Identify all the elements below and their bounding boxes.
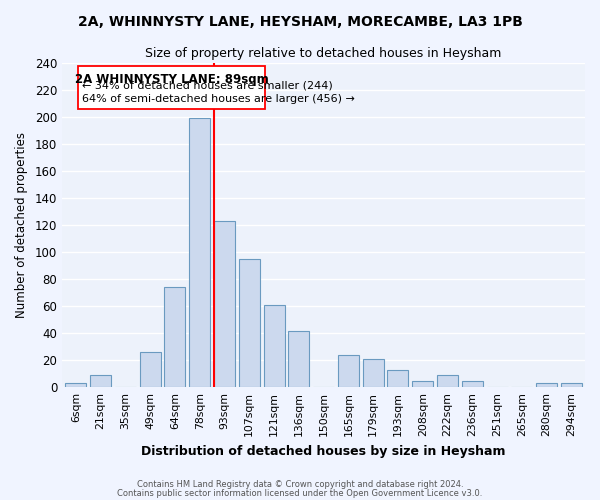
Bar [338,355,359,388]
Text: 2A WHINNYSTY LANE: 89sqm: 2A WHINNYSTY LANE: 89sqm [75,72,268,86]
Bar [164,288,185,388]
Bar [214,221,235,388]
Text: Contains HM Land Registry data © Crown copyright and database right 2024.: Contains HM Land Registry data © Crown c… [137,480,463,489]
FancyBboxPatch shape [78,66,265,109]
X-axis label: Distribution of detached houses by size in Heysham: Distribution of detached houses by size … [142,444,506,458]
Bar [263,305,284,388]
Bar [437,375,458,388]
Bar [362,359,383,388]
Bar [239,259,260,388]
Bar [412,380,433,388]
Text: Contains public sector information licensed under the Open Government Licence v3: Contains public sector information licen… [118,488,482,498]
Text: 64% of semi-detached houses are larger (456) →: 64% of semi-detached houses are larger (… [82,94,355,104]
Y-axis label: Number of detached properties: Number of detached properties [15,132,28,318]
Bar [140,352,161,388]
Bar [189,118,210,388]
Bar [462,380,483,388]
Bar [536,384,557,388]
Bar [288,330,310,388]
Text: 2A, WHINNYSTY LANE, HEYSHAM, MORECAMBE, LA3 1PB: 2A, WHINNYSTY LANE, HEYSHAM, MORECAMBE, … [77,15,523,29]
Bar [90,375,111,388]
Bar [561,384,582,388]
Title: Size of property relative to detached houses in Heysham: Size of property relative to detached ho… [145,48,502,60]
Text: ← 34% of detached houses are smaller (244): ← 34% of detached houses are smaller (24… [82,80,332,90]
Bar [65,384,86,388]
Bar [388,370,409,388]
